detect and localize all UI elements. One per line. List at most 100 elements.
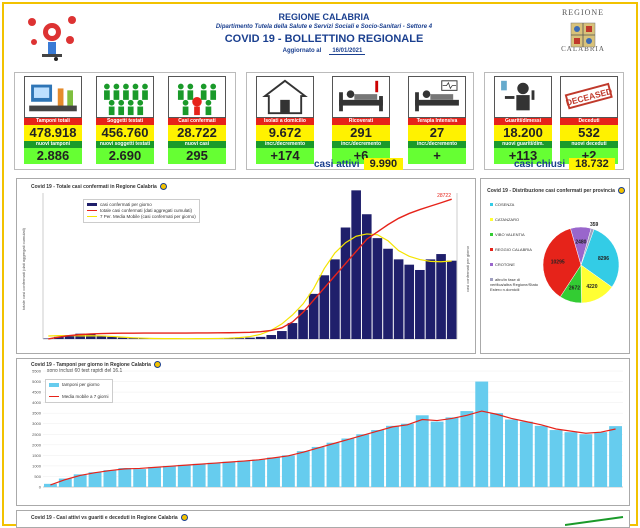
chart3-legend: tamponi per giorno Media mobile a 7 gior…	[45, 379, 113, 403]
pie-legend-altro: altro/in fase di verifica/altra Regione/…	[490, 277, 540, 292]
region-logo-top: REGIONE	[561, 8, 605, 17]
isolati-value: 9.672	[256, 125, 314, 141]
chart3-bar	[162, 465, 176, 487]
chart1-bar	[351, 190, 361, 339]
chart3-y-tick: 0	[39, 485, 42, 490]
chart3-bar	[88, 472, 102, 487]
chart1-legend-total-text: totale casi confermati (dati aggregati c…	[100, 208, 193, 213]
chart1-legend-bars-text: casi confermati per giorno	[100, 202, 152, 207]
pie-slice	[542, 228, 582, 298]
region-logo: REGIONE CALABRIA	[548, 8, 618, 53]
casi-attivi-value: 9.990	[363, 158, 404, 170]
chart3-bar	[549, 430, 563, 487]
chart3-bar	[564, 432, 578, 487]
chart3-y-tick: 3000	[32, 421, 42, 426]
card-deceduti: DECEASED Deceduti 532 nuovi deceduti +2	[558, 76, 620, 166]
legend-swatch-media	[49, 396, 59, 398]
ricoverati-delta-label: incr./decremento	[332, 141, 390, 148]
updated-label: Aggiornato al	[282, 48, 322, 54]
card-guariti: Guariti/dimessi 18.200 nuovi guariti/dim…	[492, 76, 554, 166]
chart3-bar	[400, 423, 414, 487]
chart2-title: Covid 19 - Distribuzione casi confermati…	[487, 187, 625, 194]
deceduti-label: Deceduti	[560, 118, 618, 125]
guariti-label: Guariti/dimessi	[494, 118, 552, 125]
chart3-y-tick: 2500	[32, 432, 42, 437]
guariti-value: 18.200	[494, 125, 552, 141]
chart3-bar	[222, 461, 236, 487]
chart1-bar	[361, 214, 372, 339]
soggetti-label: Soggetti testati	[96, 118, 154, 125]
chart1-legend-total: totale casi confermati (dati aggregati c…	[87, 208, 196, 214]
casi-chiusi-label: casi chiusi	[514, 159, 566, 170]
chart4-title: Covid 19 - Casi attivi vs guariti e dece…	[31, 514, 188, 521]
chart3-bar	[415, 415, 429, 487]
chart3-bar	[534, 425, 548, 487]
pie-legend-dot-crotone	[490, 263, 493, 267]
terapia-label: Terapia Intensiva	[408, 118, 466, 125]
soggetti-new-value: 2.690	[96, 148, 154, 164]
pie-slice-label: 4220	[586, 284, 597, 290]
chart3-bar	[594, 432, 608, 487]
header: REGIONE CALABRIA Dipartimento Tutela del…	[4, 4, 636, 68]
chart3-bar	[386, 425, 399, 487]
confermati-value: 28.722	[168, 125, 226, 141]
chart1-legend-mavg: 7 Per. Media Mobile (casi confermati per…	[87, 214, 196, 220]
chart3-y-tick: 1500	[32, 453, 42, 458]
guariti-new-label: nuovi guariti/dim.	[494, 141, 552, 148]
chart1-bar	[330, 259, 340, 339]
pie-legend-cosenza: COSENZA	[490, 202, 540, 207]
chart1-bar	[266, 335, 277, 339]
region-badge-icon	[159, 183, 167, 190]
pie-legend-dot-vibo	[490, 233, 493, 237]
pie-slice	[580, 228, 620, 288]
hospital-bed-icon	[332, 76, 390, 118]
region-badge-icon-2	[617, 187, 625, 194]
chart1-bar	[425, 259, 436, 339]
chart1-bar	[298, 309, 308, 339]
chart-province-panel: Covid 19 - Distribuzione casi confermati…	[480, 178, 630, 354]
chart-tamponi-panel: Covid 19 - Tamponi per giorno in Regione…	[16, 358, 630, 506]
chart1-bar	[319, 275, 330, 339]
card-confermati: Casi confermati 28.722 nuovi casi 295	[166, 76, 228, 166]
pie-legend-dot-altro	[490, 278, 493, 282]
chart1-bar	[287, 323, 298, 339]
confermati-label: Casi confermati	[168, 118, 226, 125]
chart3-legend-bars-text: tamponi per giorno	[62, 382, 100, 387]
legend-swatch-bars	[87, 203, 97, 207]
pie-legend-vibo-text: VIBO VALENTIA	[495, 232, 525, 237]
pie-slice-label: 359	[590, 222, 599, 228]
chart3-bar	[505, 419, 518, 487]
chart3-y-tick: 4500	[32, 390, 42, 395]
bulletin-title: COVID 19 - BOLLETTINO REGIONALE	[224, 33, 424, 45]
tamponi-new-value: 2.886	[24, 148, 82, 164]
chart3-bar	[237, 460, 251, 487]
chart1-bar	[54, 336, 64, 339]
region-badge-icon-4	[180, 514, 188, 521]
confermati-new-label: nuovi casi	[168, 141, 226, 148]
legend-swatch-tamponi	[49, 382, 59, 387]
chart2-title-text: Covid 19 - Distribuzione casi confermati…	[487, 187, 615, 194]
pie-legend-dot-reggio	[490, 248, 493, 252]
chart3-y-tick: 5500	[32, 369, 42, 374]
chart3-bar	[490, 413, 504, 487]
chart1-bar	[96, 335, 107, 339]
chart3-bar	[371, 430, 385, 487]
chart3-bar	[430, 421, 444, 487]
chart1-bar	[128, 338, 139, 339]
chart1-bar	[85, 334, 96, 339]
pie-legend-crotone-text: CROTONE	[495, 262, 515, 267]
pie-legend-reggio: REGGIO CALABRIA	[490, 247, 540, 252]
chart1-bar	[436, 254, 446, 339]
deceduti-new-label: nuovi deceduti	[560, 141, 618, 148]
chart4-title-text: Covid 19 - Casi attivi vs guariti e dece…	[31, 514, 178, 521]
pie-slice-label: 2480	[575, 239, 586, 245]
pie-slice-label: 8296	[598, 256, 609, 262]
deceased-stamp-icon: DECEASED	[560, 76, 618, 118]
soggetti-new-label: nuovi soggetti testati	[96, 141, 154, 148]
legend-swatch-total	[87, 210, 97, 212]
card-ricoverati: Ricoverati 291 incr./decremento +6	[330, 76, 392, 166]
chart3-bar	[58, 478, 72, 487]
casi-attivi-label: casi attivi	[314, 159, 360, 170]
chart3-bar	[207, 462, 221, 487]
